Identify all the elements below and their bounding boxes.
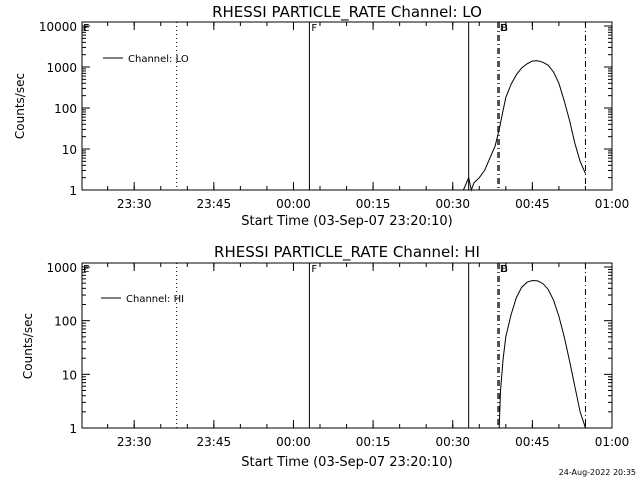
x-tick-label: 23:45 (197, 197, 232, 211)
chart-title: RHESSI PARTICLE_RATE Channel: HI (214, 243, 480, 262)
marker-label: F (311, 264, 317, 275)
legend-label: Channel: LO (128, 54, 189, 65)
marker-label: D (500, 264, 508, 275)
x-tick-label: 23:30 (117, 197, 152, 211)
y-tick-label: 1 (69, 184, 77, 198)
x-tick-label: 00:15 (356, 197, 391, 211)
axis-ticks: 23:30 23:45 00:00 00:15 00:30 00:45 01:00 1 10 10… (46, 261, 629, 449)
event-markers: E F DB (83, 22, 586, 190)
x-axis-label: Start Time (03-Sep-07 23:20:10) (241, 214, 452, 229)
x-tick-label: 00:30 (435, 197, 470, 211)
plot-frame (81, 262, 613, 429)
x-tick-label: 00:45 (515, 197, 550, 211)
x-tick-label: 00:30 (435, 435, 470, 449)
x-tick-label: 00:00 (276, 435, 311, 449)
chart-hi: RHESSI PARTICLE_RATE Channel: HI 23:30 23… (21, 243, 629, 470)
x-tick-label: 01:00 (595, 197, 630, 211)
x-tick-label: 00:00 (276, 197, 311, 211)
y-axis-label: Counts/sec (13, 73, 27, 139)
x-tick-label: 23:30 (117, 435, 152, 449)
legend: Channel: HI (101, 294, 184, 305)
x-axis-label: Start Time (03-Sep-07 23:20:10) (241, 455, 452, 470)
y-axis-label: Counts/sec (21, 313, 35, 379)
marker-label: B (501, 264, 508, 275)
timestamp: 24-Aug-2022 20:35 (558, 468, 636, 477)
chart-title: RHESSI PARTICLE_RATE Channel: LO (212, 3, 482, 22)
y-tick-label: 1000 (46, 61, 77, 75)
y-tick-label: 10 (62, 368, 77, 382)
x-tick-label: 23:45 (197, 435, 232, 449)
y-tick-label: 100 (54, 315, 77, 329)
y-tick-label: 1000 (46, 261, 77, 275)
axis-ticks: 23:30 23:45 00:00 00:15 00:30 00:45 01:00 1 10 10… (39, 20, 629, 211)
y-tick-label: 10000 (39, 20, 77, 34)
marker-label: E (83, 23, 89, 34)
event-markers: E F DB (83, 263, 586, 428)
legend-label: Channel: HI (126, 294, 184, 305)
series-line (462, 60, 586, 192)
y-tick-label: 100 (54, 102, 77, 116)
chart-lo: RHESSI PARTICLE_RATE Channel: LO 23:30 23… (13, 3, 629, 229)
y-tick-label: 1 (69, 422, 77, 436)
series-group (462, 60, 586, 192)
series-line (498, 279, 586, 429)
legend: Channel: LO (103, 54, 189, 65)
marker-label: F (311, 23, 317, 34)
plot-frame (81, 21, 613, 191)
x-tick-label: 00:45 (515, 435, 550, 449)
y-tick-label: 10 (62, 143, 77, 157)
series-group (498, 279, 586, 429)
marker-label: B (501, 23, 508, 34)
x-tick-label: 00:15 (356, 435, 391, 449)
x-tick-label: 01:00 (595, 435, 630, 449)
marker-label: D (500, 23, 508, 34)
marker-label: E (83, 264, 89, 275)
